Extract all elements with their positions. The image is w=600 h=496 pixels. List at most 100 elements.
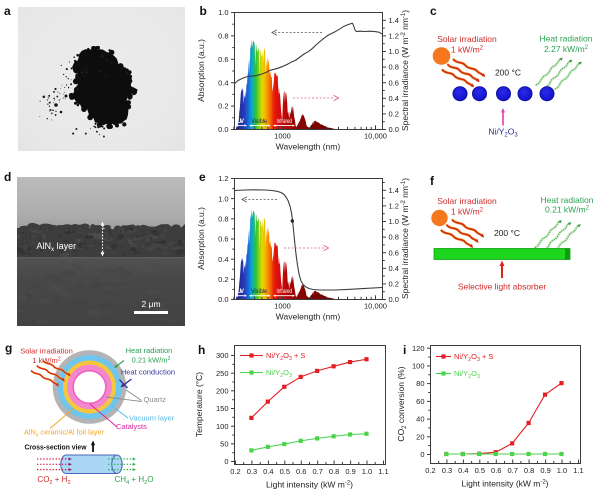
svg-text:Solar irradiation: Solar irradiation [437, 34, 497, 44]
svg-text:f: f [430, 174, 435, 188]
svg-text:0.5: 0.5 [475, 466, 485, 475]
svg-text:i: i [403, 343, 406, 357]
svg-text:Visible: Visible [251, 288, 267, 295]
svg-text:1.2: 1.2 [218, 174, 228, 183]
svg-text:Spectral irradiance (W m-2​ nm: Spectral irradiance (W m-2​ nm-1​) [400, 10, 410, 131]
svg-text:Selective light absorber: Selective light absorber [458, 282, 547, 292]
svg-text:0.8: 0.8 [389, 63, 399, 72]
svg-text:Infrared: Infrared [277, 118, 293, 125]
svg-text:0.6: 0.6 [218, 55, 228, 64]
svg-text:10,000: 10,000 [364, 132, 387, 141]
svg-text:120: 120 [412, 344, 425, 353]
svg-text:1.0: 1.0 [389, 47, 399, 56]
svg-text:0: 0 [224, 457, 228, 466]
svg-text:Absorption (a.u.): Absorption (a.u.) [196, 39, 206, 102]
svg-text:Heat conduction: Heat conduction [121, 368, 175, 377]
svg-text:CO2​ + H2: CO2​ + H2 [37, 475, 70, 486]
svg-text:Vacuum layer: Vacuum layer [129, 414, 175, 423]
svg-text:1000: 1000 [274, 132, 291, 141]
svg-text:1.0: 1.0 [557, 466, 567, 475]
svg-text:40: 40 [416, 415, 424, 424]
svg-text:CH4​ + H2O: CH4​ + H2O [115, 475, 154, 486]
svg-text:1.4: 1.4 [389, 16, 399, 25]
svg-text:Ni/Y2O3: Ni/Y2O3 [454, 369, 480, 380]
svg-text:0.6: 0.6 [389, 248, 399, 257]
svg-text:0.8: 0.8 [218, 32, 228, 41]
svg-text:c: c [430, 4, 437, 18]
svg-text:Ni/Y2O3​ + S: Ni/Y2O3​ + S [454, 352, 493, 363]
svg-text:Wavelength (nm): Wavelength (nm) [276, 312, 341, 322]
svg-text:Spectral irradiance (W m-2​ nm: Spectral irradiance (W m-2​ nm-1​) [400, 178, 410, 299]
svg-text:300: 300 [216, 351, 229, 360]
svg-text:e: e [199, 170, 206, 184]
svg-text:1.0: 1.0 [362, 467, 372, 476]
svg-text:UV: UV [237, 118, 245, 125]
svg-text:g: g [5, 341, 12, 355]
svg-text:0.6: 0.6 [491, 466, 501, 475]
svg-text:Ni/Y2O3: Ni/Y2O3 [266, 368, 292, 379]
svg-text:1 kW/m2: 1 kW/m2 [451, 45, 483, 55]
svg-text:20: 20 [416, 432, 424, 441]
svg-text:0.21 kW/m2: 0.21 kW/m2 [545, 205, 589, 215]
svg-text:100: 100 [216, 422, 229, 431]
svg-text:0.6: 0.6 [389, 78, 399, 87]
svg-text:2.27 kW/m2: 2.27 kW/m2 [544, 44, 588, 54]
svg-text:Heat radiation: Heat radiation [541, 195, 594, 205]
svg-text:250: 250 [216, 369, 229, 378]
svg-text:0.4: 0.4 [389, 94, 399, 103]
svg-text:0.2: 0.2 [218, 275, 228, 284]
svg-text:1.2: 1.2 [389, 32, 399, 41]
svg-text:50: 50 [220, 439, 228, 448]
svg-text:Heat radiation: Heat radiation [540, 34, 593, 44]
svg-text:150: 150 [216, 404, 229, 413]
svg-text:0.4: 0.4 [458, 466, 468, 475]
svg-text:200 °C: 200 °C [494, 228, 520, 238]
svg-text:Cross-section view: Cross-section view [25, 443, 87, 452]
svg-text:0: 0 [420, 450, 424, 459]
svg-text:0.0: 0.0 [389, 295, 399, 304]
svg-text:0.2: 0.2 [218, 102, 228, 111]
svg-text:0.6: 0.6 [296, 467, 306, 476]
svg-text:0.3: 0.3 [247, 467, 257, 476]
svg-text:Visible: Visible [251, 118, 267, 125]
svg-text:0.0: 0.0 [218, 295, 228, 304]
svg-text:h: h [198, 343, 205, 357]
svg-text:0.0: 0.0 [218, 125, 228, 134]
svg-text:Ni/Y2O3​ + S: Ni/Y2O3​ + S [266, 351, 305, 362]
svg-text:1 kW/m2: 1 kW/m2 [32, 356, 60, 365]
svg-text:1.0: 1.0 [389, 217, 399, 226]
svg-text:0.4: 0.4 [218, 78, 228, 87]
svg-text:80: 80 [416, 379, 424, 388]
svg-text:0.2: 0.2 [425, 466, 435, 475]
svg-text:0.9: 0.9 [345, 467, 355, 476]
svg-text:0.0: 0.0 [389, 125, 399, 134]
svg-text:Heat radiation: Heat radiation [126, 346, 173, 355]
svg-text:Ni/Y2O3: Ni/Y2O3 [488, 127, 518, 139]
svg-text:1.0: 1.0 [218, 194, 228, 203]
svg-text:0.2: 0.2 [389, 280, 399, 289]
svg-text:200: 200 [216, 386, 229, 395]
svg-text:0.7: 0.7 [507, 466, 517, 475]
svg-text:Wavelength (nm): Wavelength (nm) [276, 142, 341, 152]
svg-text:Light intensity (kW m-2​): Light intensity (kW m-2​) [461, 479, 548, 489]
svg-text:1 kW/m2: 1 kW/m2 [451, 207, 483, 217]
svg-text:0.4: 0.4 [263, 467, 273, 476]
svg-text:AlNx​ ceramic/Al foil layer: AlNx​ ceramic/Al foil layer [24, 428, 104, 439]
svg-text:0.2: 0.2 [389, 110, 399, 119]
svg-text:Temperature (°C): Temperature (°C) [194, 372, 204, 437]
svg-text:0.8: 0.8 [389, 233, 399, 242]
svg-text:0.21 kW/m2: 0.21 kW/m2 [132, 356, 171, 365]
svg-text:b: b [200, 4, 207, 18]
svg-text:Solar irradiation: Solar irradiation [437, 196, 497, 206]
svg-text:1.1: 1.1 [378, 467, 388, 476]
svg-text:2 μm: 2 μm [141, 299, 160, 309]
svg-text:0.7: 0.7 [312, 467, 322, 476]
svg-text:0.9: 0.9 [540, 466, 550, 475]
svg-text:d: d [4, 170, 11, 184]
svg-text:Quartz: Quartz [144, 395, 167, 404]
svg-text:0.4: 0.4 [389, 264, 399, 273]
svg-text:AlNx​ layer: AlNx​ layer [37, 241, 77, 253]
svg-text:0.8: 0.8 [524, 466, 534, 475]
svg-text:0.3: 0.3 [442, 466, 452, 475]
svg-text:a: a [4, 4, 11, 18]
